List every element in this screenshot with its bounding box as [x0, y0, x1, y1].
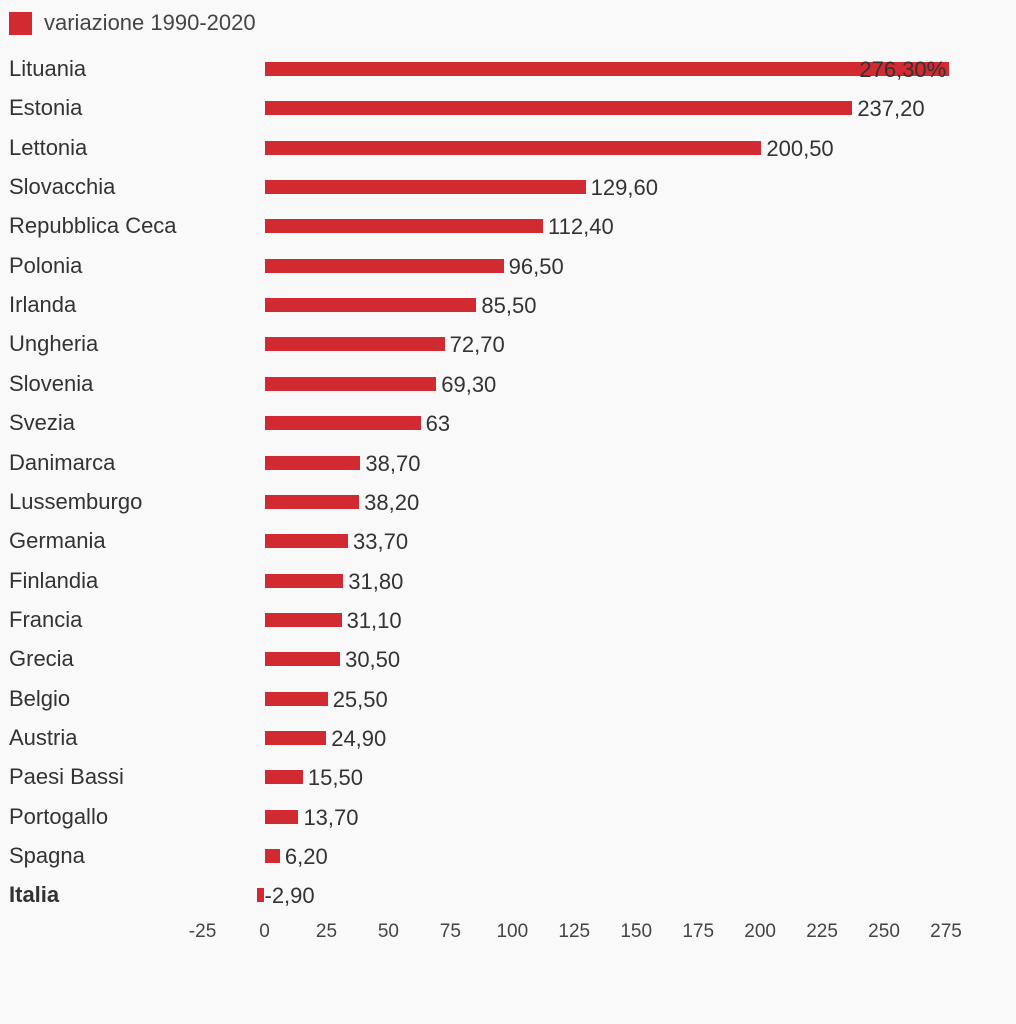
category-label: Svezia	[9, 410, 76, 436]
bar	[264, 62, 950, 76]
bar	[257, 888, 265, 903]
bar	[264, 455, 361, 470]
category-label: Estonia	[9, 95, 83, 121]
category-label: Portogallo	[9, 803, 109, 829]
value-label: 112,40	[548, 214, 614, 240]
category-label: Lettonia	[9, 134, 88, 160]
x-tick-label: 25	[315, 921, 338, 942]
value-label: 38,70	[365, 450, 421, 476]
bar	[264, 730, 327, 745]
value-label: 200,50	[766, 135, 834, 161]
bar	[264, 416, 421, 431]
value-label: 31,80	[348, 568, 404, 594]
category-label: Belgio	[9, 685, 71, 711]
bar	[264, 258, 504, 273]
category-label: Ungheria	[9, 331, 99, 357]
value-label: 276,30%	[859, 57, 947, 82]
category-label: Irlanda	[9, 292, 77, 318]
value-label: 15,50	[307, 765, 363, 791]
value-label: 38,20	[364, 489, 420, 515]
category-label: Italia	[9, 882, 60, 908]
x-tick-label: 200	[744, 921, 776, 942]
bar	[264, 849, 280, 863]
category-label: Grecia	[9, 646, 74, 672]
bar	[264, 376, 437, 391]
bar	[264, 101, 853, 116]
bar	[264, 573, 344, 588]
value-label: 25,50	[332, 686, 388, 712]
category-label: Germania	[9, 528, 106, 554]
value-label: 85,50	[481, 293, 537, 319]
category-label: Spagna	[9, 843, 85, 868]
category-label: Finlandia	[9, 567, 99, 593]
value-label: 13,70	[303, 804, 359, 830]
value-label: 31,10	[346, 607, 402, 633]
bar	[264, 298, 477, 313]
bar	[264, 494, 360, 509]
bar	[264, 691, 328, 706]
legend: variazione 1990-2020	[9, 8, 256, 38]
bar	[264, 809, 299, 824]
category-label: Lussemburgo	[9, 488, 143, 514]
bar	[264, 140, 762, 155]
category-label: Francia	[9, 606, 83, 632]
x-tick-label: 50	[377, 921, 399, 942]
bar	[264, 534, 348, 549]
x-tick-label: 175	[682, 921, 715, 942]
legend-swatch	[9, 11, 32, 35]
value-label: 129,60	[590, 175, 658, 201]
x-tick-label: 225	[806, 921, 838, 942]
bar	[264, 219, 544, 234]
value-label: 63	[425, 411, 451, 437]
value-label: 30,50	[345, 647, 401, 673]
x-tick-label: 100	[496, 921, 529, 942]
category-label: Repubblica Ceca	[9, 213, 177, 239]
category-label: Slovenia	[9, 370, 94, 396]
bar	[264, 612, 342, 627]
bar	[264, 337, 445, 352]
value-label: 72,70	[449, 332, 505, 358]
bar	[264, 180, 586, 195]
value-label: 96,50	[508, 253, 564, 279]
value-label: 33,70	[353, 529, 409, 555]
value-label: 69,30	[441, 371, 497, 397]
category-label: Paesi Bassi	[9, 764, 124, 790]
category-label: Polonia	[9, 252, 83, 278]
category-label: Lituania	[9, 56, 87, 81]
category-label: Slovacchia	[9, 174, 116, 200]
x-tick-label: 125	[558, 921, 591, 942]
value-label: 24,90	[331, 725, 387, 751]
bar	[264, 652, 341, 667]
legend-label: variazione 1990-2020	[44, 10, 256, 35]
value-label: -2,90	[264, 883, 315, 909]
x-tick-label: 0	[259, 921, 270, 942]
x-tick-label: -25	[188, 921, 217, 942]
bar	[264, 770, 303, 785]
x-tick-label: 275	[930, 921, 962, 942]
value-label: 237,20	[857, 96, 925, 122]
value-label: 6,20	[284, 844, 328, 869]
x-tick-label: 250	[868, 921, 900, 942]
x-tick-label: 150	[620, 921, 653, 942]
category-label: Austria	[9, 724, 78, 750]
category-label: Danimarca	[9, 449, 116, 475]
x-tick-label: 75	[439, 921, 461, 942]
